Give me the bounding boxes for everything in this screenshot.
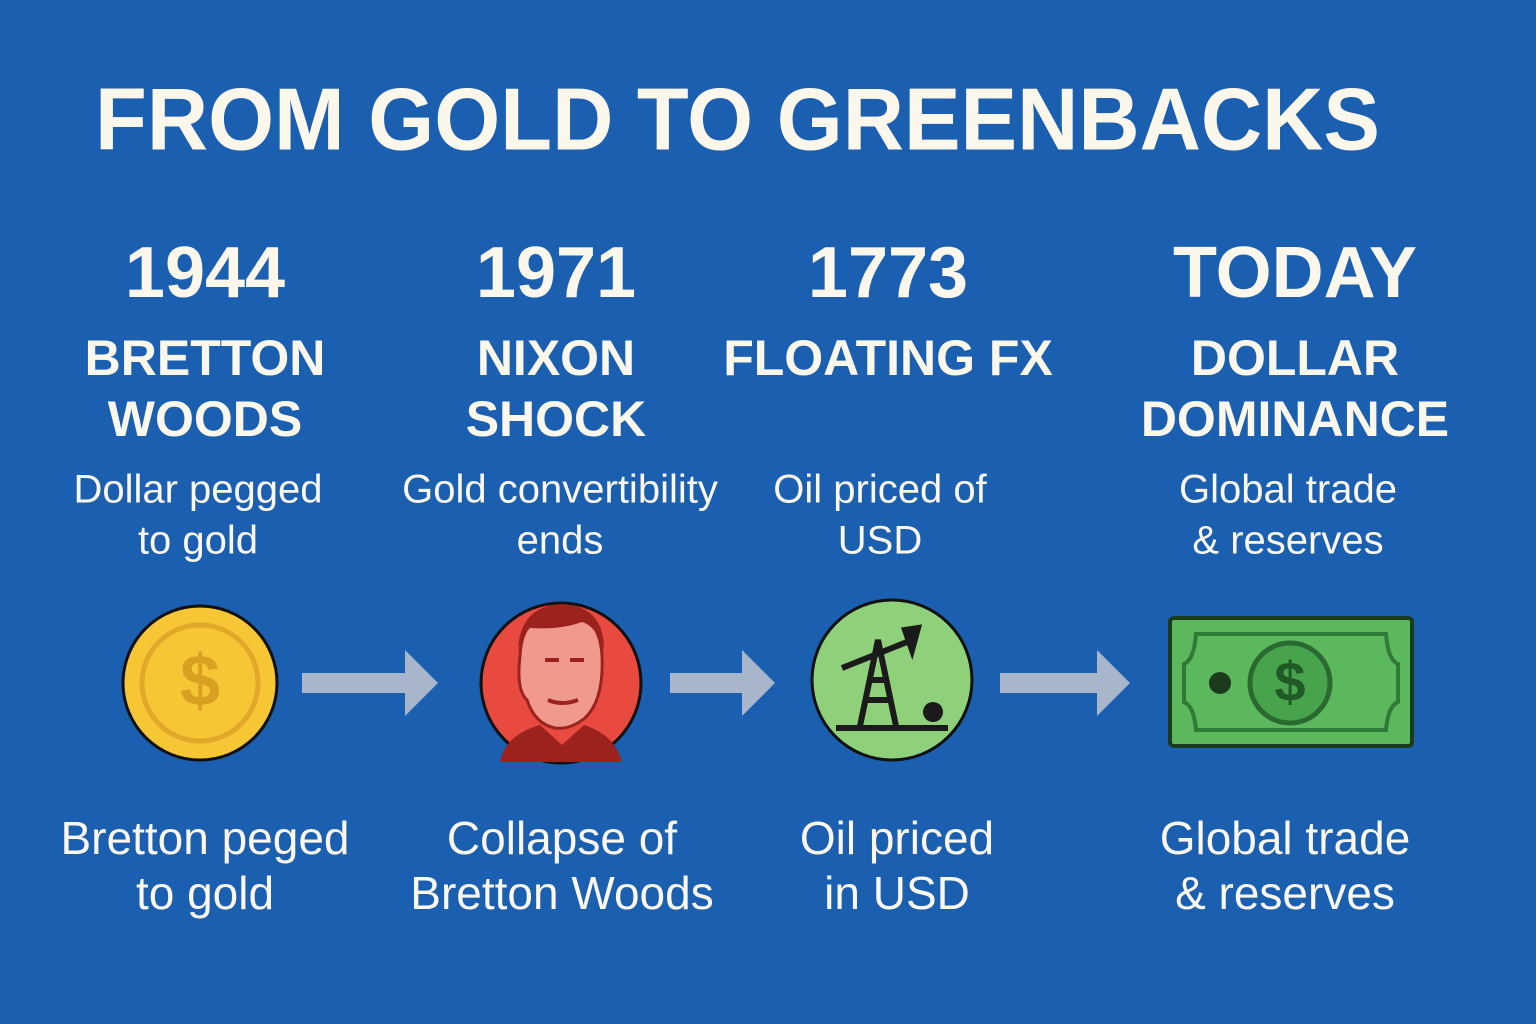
stage-description: to gold bbox=[138, 519, 258, 563]
coin-icon: $ bbox=[121, 604, 279, 762]
arrow bbox=[302, 650, 438, 716]
stage-description: ends bbox=[517, 519, 604, 563]
bill-dot bbox=[1209, 672, 1231, 694]
coin-ring bbox=[139, 622, 261, 744]
bill-border bbox=[1182, 632, 1400, 732]
features bbox=[545, 658, 584, 705]
pumpjack bbox=[836, 624, 948, 731]
stage-heading: DOMINANCE bbox=[1141, 391, 1449, 447]
stage-caption: Global trade bbox=[1160, 812, 1411, 864]
stage-year: 1971 bbox=[476, 233, 636, 313]
hair bbox=[518, 604, 604, 650]
stage-caption: Collapse of bbox=[447, 812, 677, 864]
stage-caption: & reserves bbox=[1175, 867, 1395, 919]
stage-description: & reserves bbox=[1192, 519, 1383, 563]
stage-caption: Bretton Woods bbox=[410, 867, 713, 919]
suit bbox=[500, 725, 622, 762]
stage-year: 1944 bbox=[125, 233, 285, 313]
bill-seal bbox=[1247, 640, 1333, 726]
stage-description: Gold convertibility bbox=[402, 468, 718, 512]
portrait-icon bbox=[479, 601, 643, 765]
arrows bbox=[302, 650, 1130, 716]
stage-caption: in USD bbox=[824, 867, 970, 919]
oil-circle bbox=[810, 598, 974, 762]
stage-description: Dollar pegged bbox=[73, 468, 322, 512]
oil-icon bbox=[810, 598, 974, 762]
stage-description: Global trade bbox=[1179, 468, 1397, 512]
stage-heading: WOODS bbox=[108, 391, 302, 447]
arrow bbox=[1000, 650, 1130, 716]
barrel bbox=[923, 702, 943, 722]
stage-caption: Oil priced bbox=[800, 812, 994, 864]
stage-heading: DOLLAR bbox=[1191, 330, 1399, 386]
coin bbox=[121, 604, 279, 762]
bill-symbol: $ bbox=[1274, 650, 1305, 713]
stage-year: 1773 bbox=[808, 233, 968, 313]
stage-heading: FLOATING FX bbox=[723, 330, 1053, 386]
bill-icon: $ bbox=[1168, 616, 1414, 748]
stage-description: Oil priced of bbox=[773, 468, 987, 512]
stage-caption: Bretton peged bbox=[60, 812, 349, 864]
stage-caption: to gold bbox=[136, 867, 274, 919]
stage-year: TODAY bbox=[1173, 233, 1417, 313]
stage-heading: BRETTON bbox=[85, 330, 326, 386]
stage-heading: NIXON bbox=[477, 330, 635, 386]
stage-heading: SHOCK bbox=[466, 391, 647, 447]
stage-description: USD bbox=[838, 519, 922, 563]
coin-symbol: $ bbox=[180, 641, 220, 721]
title: FROM GOLD TO GREENBACKS bbox=[95, 69, 1380, 168]
arrow bbox=[670, 650, 775, 716]
